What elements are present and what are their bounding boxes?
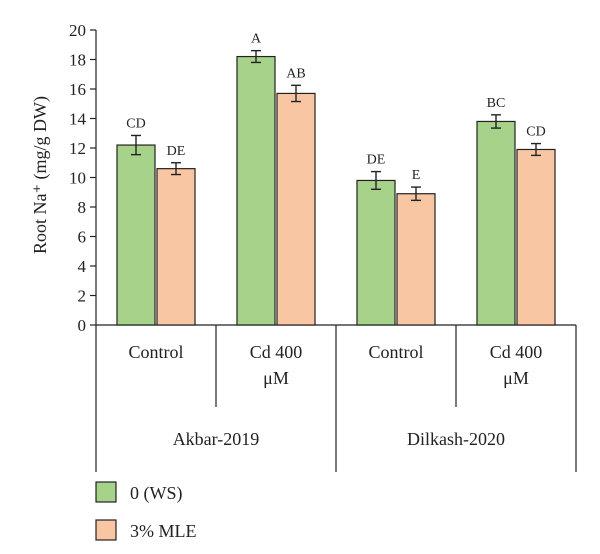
legend-swatch bbox=[95, 481, 117, 503]
y-tick-label: 8 bbox=[78, 198, 87, 217]
significance-letter: E bbox=[412, 168, 421, 183]
bar bbox=[276, 92, 316, 326]
significance-letter: CD bbox=[126, 116, 145, 131]
significance-letter: CD bbox=[526, 125, 545, 140]
category-label: Control bbox=[368, 342, 423, 362]
category-label: Cd 400 μM bbox=[250, 342, 303, 388]
significance-letter: BC bbox=[487, 96, 506, 111]
y-tick-label: 18 bbox=[69, 51, 86, 70]
y-tick-label: 10 bbox=[69, 169, 86, 188]
category-label: Control bbox=[128, 342, 183, 362]
y-tick-label: 20 bbox=[69, 21, 86, 40]
y-tick-label: 12 bbox=[69, 139, 86, 158]
y-tick-label: 16 bbox=[69, 80, 86, 99]
bar bbox=[116, 144, 156, 326]
bar bbox=[396, 193, 436, 326]
y-tick-label: 0 bbox=[78, 316, 87, 335]
plot-area: 0 2 4 6 8 10 12 14 16 18 20 Control Cd 400 μM Akbar-20… bbox=[69, 21, 577, 472]
legend-label: 0 (WS) bbox=[130, 483, 183, 504]
legend: 0 (WS) 3% MLE bbox=[95, 481, 197, 541]
group-label: Akbar-2019 bbox=[173, 429, 260, 449]
legend-label: 3% MLE bbox=[130, 521, 197, 541]
y-tick-label: 2 bbox=[78, 287, 87, 306]
y-tick-label: 4 bbox=[78, 257, 87, 276]
bar bbox=[236, 55, 276, 326]
bar bbox=[156, 168, 196, 326]
y-tick-label: 14 bbox=[69, 110, 87, 129]
group-label: Dilkash-2020 bbox=[407, 429, 505, 449]
bar bbox=[476, 120, 516, 326]
y-axis-label: Root Na⁺ (mg/g DW) bbox=[30, 96, 51, 254]
category-label: Cd 400 μM bbox=[490, 342, 543, 388]
significance-letter: A bbox=[251, 32, 262, 47]
significance-letter: DE bbox=[167, 144, 186, 159]
bar bbox=[516, 148, 556, 326]
y-tick-label: 6 bbox=[78, 228, 87, 247]
legend-swatch bbox=[95, 519, 117, 541]
bar bbox=[356, 179, 396, 326]
significance-letter: DE bbox=[367, 153, 386, 168]
significance-letter: AB bbox=[286, 66, 305, 81]
